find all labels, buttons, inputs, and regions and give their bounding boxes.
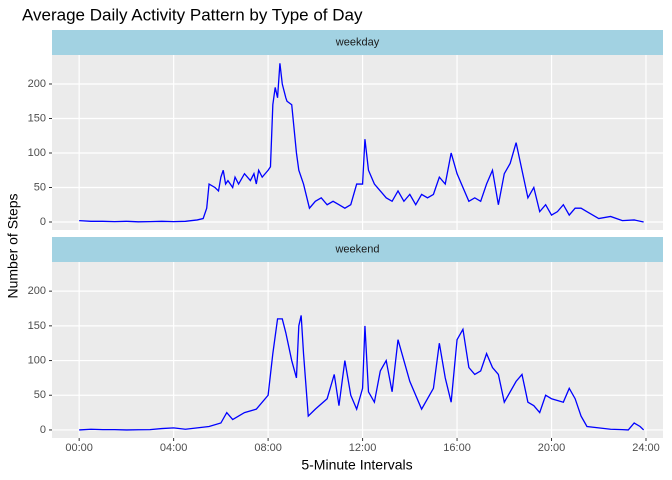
y-tick-label: 100 xyxy=(28,354,46,366)
x-tick-label: 00:00 xyxy=(65,442,93,454)
x-tick-label: 16:00 xyxy=(443,442,471,454)
y-tick-label: 200 xyxy=(28,285,46,297)
x-tick-label: 08:00 xyxy=(254,442,282,454)
y-tick-label: 50 xyxy=(34,389,46,401)
x-tick-label: 04:00 xyxy=(160,442,188,454)
strip-label: weekday xyxy=(335,36,380,48)
strip xyxy=(52,30,663,55)
strip xyxy=(52,237,663,262)
x-tick-label: 24:00 xyxy=(632,442,660,454)
chart-title: Average Daily Activity Pattern by Type o… xyxy=(22,5,363,24)
y-tick-label: 150 xyxy=(28,320,46,332)
y-tick-label: 0 xyxy=(40,216,46,228)
strip-label: weekend xyxy=(334,243,379,255)
activity-line xyxy=(79,63,644,223)
x-axis-label: 5-Minute Intervals xyxy=(301,457,412,473)
y-tick-label: 0 xyxy=(40,424,46,436)
y-axis-label: Number of Steps xyxy=(5,193,21,298)
y-tick-label: 100 xyxy=(28,147,46,159)
panel xyxy=(52,55,663,230)
panel xyxy=(52,262,663,438)
y-tick-label: 50 xyxy=(34,181,46,193)
x-tick-label: 12:00 xyxy=(349,442,377,454)
x-tick-label: 20:00 xyxy=(538,442,566,454)
y-tick-label: 200 xyxy=(28,78,46,90)
activity-line xyxy=(79,315,645,431)
y-tick-label: 150 xyxy=(28,112,46,124)
